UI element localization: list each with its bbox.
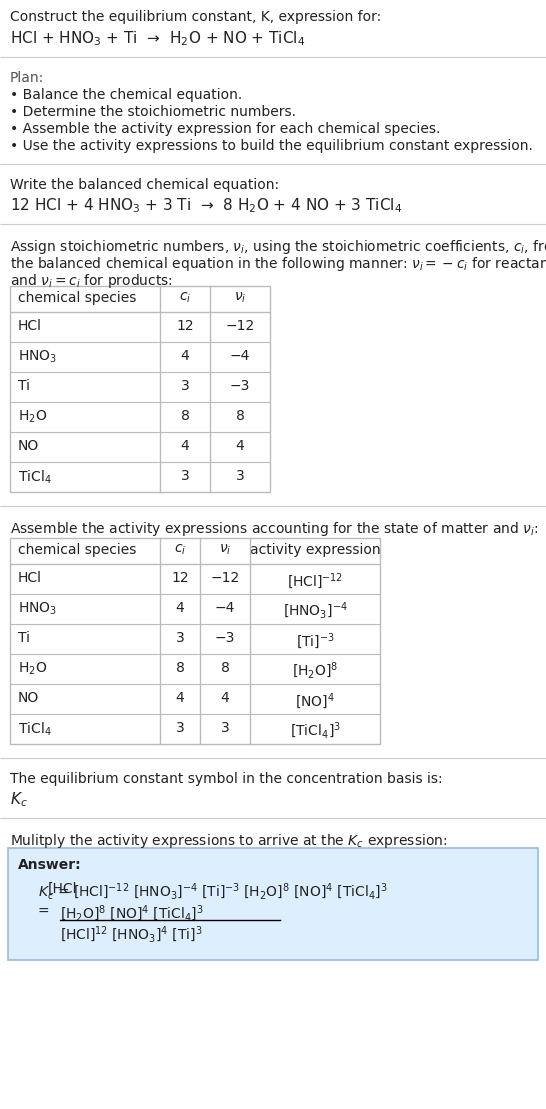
Text: [HNO$_3$]$^{-4}$: [HNO$_3$]$^{-4}$ xyxy=(283,601,347,621)
Text: 8: 8 xyxy=(235,409,245,423)
Text: HCl: HCl xyxy=(18,571,42,586)
Text: Ti: Ti xyxy=(18,379,30,393)
Text: • Use the activity expressions to build the equilibrium constant expression.: • Use the activity expressions to build … xyxy=(10,139,533,153)
Text: 4: 4 xyxy=(176,691,185,705)
Text: 3: 3 xyxy=(221,721,229,735)
Text: 12: 12 xyxy=(176,319,194,333)
Text: 3: 3 xyxy=(176,721,185,735)
Text: −3: −3 xyxy=(215,631,235,645)
Text: 8: 8 xyxy=(181,409,189,423)
Text: Assign stoichiometric numbers, $\nu_i$, using the stoichiometric coefficients, $: Assign stoichiometric numbers, $\nu_i$, … xyxy=(10,238,546,256)
Text: Write the balanced chemical equation:: Write the balanced chemical equation: xyxy=(10,179,279,192)
Text: activity expression: activity expression xyxy=(250,543,381,557)
Text: [Ti]$^{-3}$: [Ti]$^{-3}$ xyxy=(295,631,334,651)
Text: 3: 3 xyxy=(181,379,189,393)
Text: Plan:: Plan: xyxy=(10,71,44,85)
Text: [H$_2$O]$^8$: [H$_2$O]$^8$ xyxy=(292,661,338,681)
FancyBboxPatch shape xyxy=(8,848,538,960)
Text: 12 HCl + 4 HNO$_3$ + 3 Ti  →  8 H$_2$O + 4 NO + 3 TiCl$_4$: 12 HCl + 4 HNO$_3$ + 3 Ti → 8 H$_2$O + 4… xyxy=(10,196,402,215)
Text: The equilibrium constant symbol in the concentration basis is:: The equilibrium constant symbol in the c… xyxy=(10,772,443,786)
Text: Answer:: Answer: xyxy=(18,858,81,872)
Text: [NO]$^4$: [NO]$^4$ xyxy=(295,691,335,711)
Text: Mulitply the activity expressions to arrive at the $K_c$ expression:: Mulitply the activity expressions to arr… xyxy=(10,832,447,849)
Text: −4: −4 xyxy=(215,601,235,615)
Text: the balanced chemical equation in the following manner: $\nu_i = -c_i$ for react: the balanced chemical equation in the fo… xyxy=(10,255,546,273)
Text: [H$_2$O]$^8$ [NO]$^4$ [TiCl$_4$]$^3$: [H$_2$O]$^8$ [NO]$^4$ [TiCl$_4$]$^3$ xyxy=(60,904,204,925)
Text: =: = xyxy=(38,904,54,918)
Text: • Balance the chemical equation.: • Balance the chemical equation. xyxy=(10,88,242,102)
Text: [HCl]$^{-12}$: [HCl]$^{-12}$ xyxy=(287,571,343,591)
Text: H$_2$O: H$_2$O xyxy=(18,409,48,426)
Text: 4: 4 xyxy=(181,439,189,452)
Text: 3: 3 xyxy=(176,631,185,645)
Text: HCl: HCl xyxy=(18,319,42,333)
Text: −4: −4 xyxy=(230,349,250,363)
Text: −12: −12 xyxy=(210,571,240,586)
Bar xyxy=(10,538,380,744)
Text: NO: NO xyxy=(18,691,39,705)
Text: 4: 4 xyxy=(236,439,245,452)
Text: $c_i$: $c_i$ xyxy=(179,291,191,305)
Text: 3: 3 xyxy=(236,469,245,484)
Text: [TiCl$_4$]$^3$: [TiCl$_4$]$^3$ xyxy=(289,721,341,742)
Text: Assemble the activity expressions accounting for the state of matter and $\nu_i$: Assemble the activity expressions accoun… xyxy=(10,520,538,538)
Text: $c_i$: $c_i$ xyxy=(174,543,186,558)
Text: TiCl$_4$: TiCl$_4$ xyxy=(18,469,51,487)
Text: [HCl]$^{12}$ [HNO$_3$]$^4$ [Ti]$^3$: [HCl]$^{12}$ [HNO$_3$]$^4$ [Ti]$^3$ xyxy=(60,925,203,945)
Text: −12: −12 xyxy=(225,319,254,333)
Text: $\nu_i$: $\nu_i$ xyxy=(219,543,231,558)
Text: 8: 8 xyxy=(221,661,229,675)
Text: chemical species: chemical species xyxy=(18,543,136,557)
Text: NO: NO xyxy=(18,439,39,452)
Text: 3: 3 xyxy=(181,469,189,484)
Text: TiCl$_4$: TiCl$_4$ xyxy=(18,721,51,739)
Text: HCl + HNO$_3$ + Ti  →  H$_2$O + NO + TiCl$_4$: HCl + HNO$_3$ + Ti → H$_2$O + NO + TiCl$… xyxy=(10,29,305,48)
Text: HNO$_3$: HNO$_3$ xyxy=(18,601,57,618)
Text: chemical species: chemical species xyxy=(18,291,136,305)
Text: Ti: Ti xyxy=(18,631,30,645)
Text: H$_2$O: H$_2$O xyxy=(18,661,48,678)
Text: 4: 4 xyxy=(176,601,185,615)
Text: $K_c$: $K_c$ xyxy=(10,790,28,808)
Text: 12: 12 xyxy=(171,571,189,586)
Text: 4: 4 xyxy=(221,691,229,705)
Text: Construct the equilibrium constant, K, expression for:: Construct the equilibrium constant, K, e… xyxy=(10,10,381,24)
Text: $\nu_i$: $\nu_i$ xyxy=(234,291,246,305)
Bar xyxy=(10,286,270,492)
Text: and $\nu_i = c_i$ for products:: and $\nu_i = c_i$ for products: xyxy=(10,272,173,289)
Text: $K_c$ = [HCl]$^{-12}$ [HNO$_3$]$^{-4}$ [Ti]$^{-3}$ [H$_2$O]$^8$ [NO]$^4$ [TiCl$_: $K_c$ = [HCl]$^{-12}$ [HNO$_3$]$^{-4}$ [… xyxy=(38,882,388,903)
Text: 8: 8 xyxy=(176,661,185,675)
Text: 4: 4 xyxy=(181,349,189,363)
Text: [HCl: [HCl xyxy=(48,882,78,896)
Text: • Determine the stoichiometric numbers.: • Determine the stoichiometric numbers. xyxy=(10,105,296,119)
Text: −3: −3 xyxy=(230,379,250,393)
Text: HNO$_3$: HNO$_3$ xyxy=(18,349,57,365)
Text: • Assemble the activity expression for each chemical species.: • Assemble the activity expression for e… xyxy=(10,122,441,136)
